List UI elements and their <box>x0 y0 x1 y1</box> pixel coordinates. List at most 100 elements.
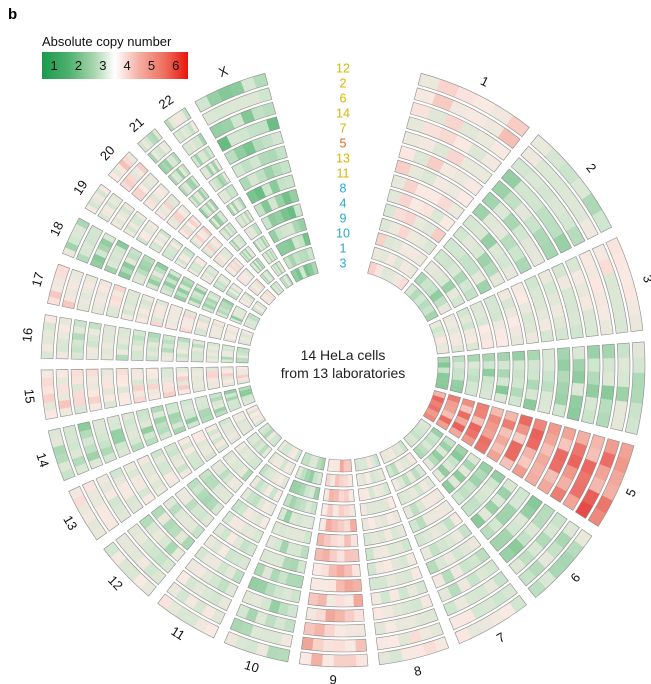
heatmap-cell-chr2 <box>472 203 491 222</box>
track-outline-chr20 <box>154 193 181 221</box>
heatmap-cell-chr3 <box>469 300 485 313</box>
legend-value: 5 <box>147 58 156 73</box>
heatmap-cell-chr12 <box>156 511 172 527</box>
heatmap-cell-chr8 <box>372 453 381 467</box>
track-outline-chr11 <box>157 593 220 639</box>
heatmap-cell-chr1 <box>379 266 391 281</box>
track-outline-chr21 <box>147 139 173 164</box>
ring-label-sample-4: 4 <box>340 196 347 210</box>
heatmap-cell-chr6 <box>457 485 472 500</box>
heatmap-cell-chr18 <box>166 272 180 283</box>
heatmap-cell-chr10 <box>304 453 313 467</box>
heatmap-cell-chr12 <box>251 438 264 450</box>
heatmap-cell-chr6 <box>413 425 426 438</box>
heatmap-cell-chr4 <box>512 369 525 380</box>
heatmap-cell-chr16 <box>206 355 219 360</box>
track-outline-chr8 <box>365 537 413 561</box>
track-outline-chr2 <box>530 134 613 234</box>
chromosome-label-2: 2 <box>583 160 599 175</box>
heatmap-cell-chr13 <box>232 410 245 420</box>
heatmap-cell-chr10 <box>271 521 282 535</box>
track-outline-chr7 <box>379 440 409 465</box>
heatmap-cell-chr18 <box>230 314 243 323</box>
heatmap-cell-chrX <box>250 105 266 121</box>
heatmap-cell-chr17 <box>182 316 195 324</box>
heatmap-cell-chr2 <box>570 177 592 201</box>
track-outline-chr19 <box>238 291 256 309</box>
heatmap-cell-chr18 <box>83 236 98 247</box>
track-outline-chr14 <box>194 395 215 424</box>
heatmap-cell-chr3 <box>560 286 576 303</box>
heatmap-cell-chr13 <box>245 404 258 413</box>
heatmap-cell-chrX <box>245 91 262 107</box>
heatmap-cell-chr5 <box>484 420 499 433</box>
track-outline-chr22 <box>199 158 223 181</box>
heatmap-cell-chr16 <box>192 339 205 345</box>
heatmap-cell-chr17 <box>198 314 212 322</box>
heatmap-cell-chr17 <box>208 333 222 340</box>
heatmap-cell-chr8 <box>391 510 402 524</box>
heatmap-cell-chr5 <box>543 432 559 447</box>
heatmap-cell-chr16 <box>131 344 144 351</box>
heatmap-cell-chr9 <box>352 579 362 592</box>
heatmap-cell-chr10 <box>308 485 316 499</box>
heatmap-cell-chr1 <box>398 145 417 162</box>
heatmap-cell-chr11 <box>268 451 279 464</box>
track-outline-chr14 <box>179 398 201 430</box>
heatmap-cell-chrX <box>276 176 288 191</box>
heatmap-cell-chr15 <box>206 370 219 375</box>
heatmap-cell-chr12 <box>248 435 261 447</box>
heatmap-cell-chr14 <box>186 420 200 429</box>
track-outline-chr13 <box>190 429 218 463</box>
track-outline-chr9 <box>327 458 353 473</box>
heatmap-cell-chrX <box>267 213 279 227</box>
chromosome-label-8: 8 <box>412 663 423 679</box>
heatmap-cell-chr21 <box>226 223 236 235</box>
track-outline-chr8 <box>372 594 434 621</box>
heatmap-cell-chr1 <box>437 127 459 146</box>
heatmap-cell-chr14 <box>226 398 240 406</box>
heatmap-cell-chr11 <box>263 484 275 498</box>
track-outline-chr20 <box>189 225 213 250</box>
heatmap-cell-chr5 <box>613 456 630 475</box>
track-outline-chr12 <box>222 449 254 482</box>
heatmap-cell-chr13 <box>139 460 154 473</box>
heatmap-cell-chr12 <box>153 551 169 567</box>
heatmap-cell-chr18 <box>243 323 256 330</box>
heatmap-cell-chr21 <box>182 181 194 193</box>
heatmap-cell-chr12 <box>210 502 224 516</box>
track-outline-chr13 <box>109 467 144 515</box>
heatmap-cell-chr19 <box>252 306 264 315</box>
heatmap-cell-chr13 <box>162 470 177 483</box>
heatmap-cell-chr14 <box>209 392 222 399</box>
heatmap-cell-chr7 <box>402 455 413 468</box>
track-outline-chr1 <box>378 217 438 256</box>
heatmap-cell-chr14 <box>155 420 169 430</box>
heatmap-cell-chr10 <box>298 498 308 512</box>
heatmap-cell-chr12 <box>150 527 167 543</box>
heatmap-cell-chr17 <box>109 294 124 303</box>
heatmap-cell-chr4 <box>480 383 494 393</box>
heatmap-cell-chr3 <box>564 299 580 315</box>
heatmap-cell-chr21 <box>204 202 215 214</box>
track-outline-chr13 <box>150 448 181 489</box>
heatmap-cell-chr5 <box>585 446 602 464</box>
heatmap-cell-chr6 <box>413 446 426 460</box>
heatmap-cell-chr10 <box>283 493 293 507</box>
heatmap-cell-chr10 <box>306 516 315 530</box>
heatmap-cell-chr21 <box>272 283 282 294</box>
track-outline-chr5 <box>587 442 635 527</box>
heatmap-cell-chr2 <box>591 209 612 233</box>
heatmap-cell-chr2 <box>556 210 577 232</box>
heatmap-cell-chr22 <box>251 223 261 236</box>
heatmap-cell-chr3 <box>565 256 582 274</box>
heatmap-cell-chr7 <box>427 542 442 557</box>
heatmap-cell-chr15 <box>117 391 131 400</box>
heatmap-cell-chr10 <box>289 589 301 603</box>
heatmap-cell-chr15 <box>101 381 115 389</box>
heatmap-cell-chr6 <box>490 469 506 485</box>
heatmap-cell-chr10 <box>308 454 316 468</box>
track-outline-chr11 <box>240 486 278 517</box>
heatmap-cell-chr1 <box>394 160 412 176</box>
track-outline-chr1 <box>394 159 475 209</box>
